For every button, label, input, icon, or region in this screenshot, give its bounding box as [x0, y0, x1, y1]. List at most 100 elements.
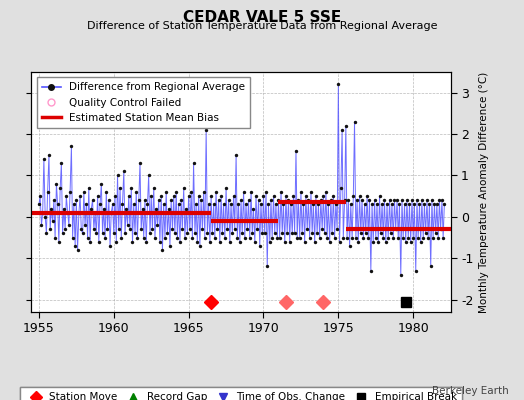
- Point: [315, 234, 324, 241]
- Point: [353, 197, 361, 204]
- Point: [163, 230, 171, 236]
- Point: [277, 189, 285, 195]
- Point: [296, 234, 304, 241]
- Point: [35, 201, 43, 208]
- Point: [436, 226, 445, 232]
- Point: [151, 234, 159, 241]
- Point: [419, 234, 428, 241]
- Point: [413, 197, 421, 204]
- Point: [174, 201, 183, 208]
- Point: [399, 234, 407, 241]
- Point: [136, 160, 144, 166]
- Point: [243, 226, 252, 232]
- Point: [228, 230, 236, 236]
- Point: [79, 230, 87, 236]
- Point: [90, 226, 98, 232]
- Point: [395, 201, 403, 208]
- Point: [325, 238, 334, 245]
- Point: [429, 234, 438, 241]
- Point: [217, 193, 225, 199]
- Point: [155, 197, 163, 204]
- Point: [346, 201, 355, 208]
- Point: [239, 189, 248, 195]
- Point: [106, 242, 114, 249]
- Point: [101, 234, 110, 241]
- Point: [290, 230, 299, 236]
- Point: [304, 197, 313, 204]
- Point: [137, 226, 145, 232]
- Point: [105, 197, 113, 204]
- Point: [188, 234, 196, 241]
- Point: [237, 197, 245, 204]
- Point: [434, 234, 442, 241]
- Point: [146, 230, 154, 236]
- Point: [377, 230, 385, 236]
- Point: [214, 197, 223, 204]
- Point: [417, 238, 425, 245]
- Point: [128, 238, 137, 245]
- Point: [210, 201, 218, 208]
- Point: [268, 234, 276, 241]
- Point: [249, 205, 258, 212]
- Point: [63, 210, 72, 216]
- Point: [302, 193, 310, 199]
- Point: [270, 230, 279, 236]
- Point: [71, 242, 79, 249]
- Point: [143, 201, 151, 208]
- Point: [278, 230, 287, 236]
- Point: [236, 238, 244, 245]
- Point: [294, 197, 302, 204]
- Point: [80, 189, 88, 195]
- Point: [341, 197, 349, 204]
- Point: [198, 226, 206, 232]
- Point: [349, 193, 357, 199]
- Point: [320, 230, 329, 236]
- Point: [439, 234, 447, 241]
- Point: [285, 197, 293, 204]
- Point: [38, 210, 47, 216]
- Point: [363, 193, 372, 199]
- Point: [440, 201, 449, 208]
- Point: [206, 238, 214, 245]
- Point: [92, 230, 101, 236]
- Point: [305, 234, 314, 241]
- Point: [388, 201, 396, 208]
- Point: [54, 238, 63, 245]
- Point: [379, 234, 387, 241]
- Point: [262, 189, 270, 195]
- Point: [192, 201, 200, 208]
- Point: [266, 238, 274, 245]
- Point: [119, 168, 128, 174]
- Point: [75, 210, 83, 216]
- Point: [194, 193, 203, 199]
- Point: [47, 205, 56, 212]
- Point: [223, 226, 232, 232]
- Point: [256, 242, 264, 249]
- Point: [361, 201, 369, 208]
- Point: [385, 197, 394, 204]
- Point: [274, 197, 282, 204]
- Point: [183, 230, 192, 236]
- Point: [84, 185, 93, 191]
- Point: [259, 193, 268, 199]
- Point: [37, 222, 46, 228]
- Point: [99, 230, 107, 236]
- Point: [407, 238, 415, 245]
- Y-axis label: Monthly Temperature Anomaly Difference (°C): Monthly Temperature Anomaly Difference (…: [479, 71, 489, 313]
- Point: [156, 238, 164, 245]
- Point: [263, 263, 271, 270]
- Point: [201, 234, 209, 241]
- Point: [232, 152, 241, 158]
- Point: [314, 201, 323, 208]
- Point: [398, 197, 406, 204]
- Point: [182, 205, 190, 212]
- Point: [283, 230, 291, 236]
- Point: [324, 201, 333, 208]
- Point: [323, 234, 331, 241]
- Point: [167, 197, 176, 204]
- Point: [87, 205, 95, 212]
- Point: [89, 197, 97, 204]
- Point: [303, 226, 311, 232]
- Point: [77, 226, 85, 232]
- Point: [312, 193, 320, 199]
